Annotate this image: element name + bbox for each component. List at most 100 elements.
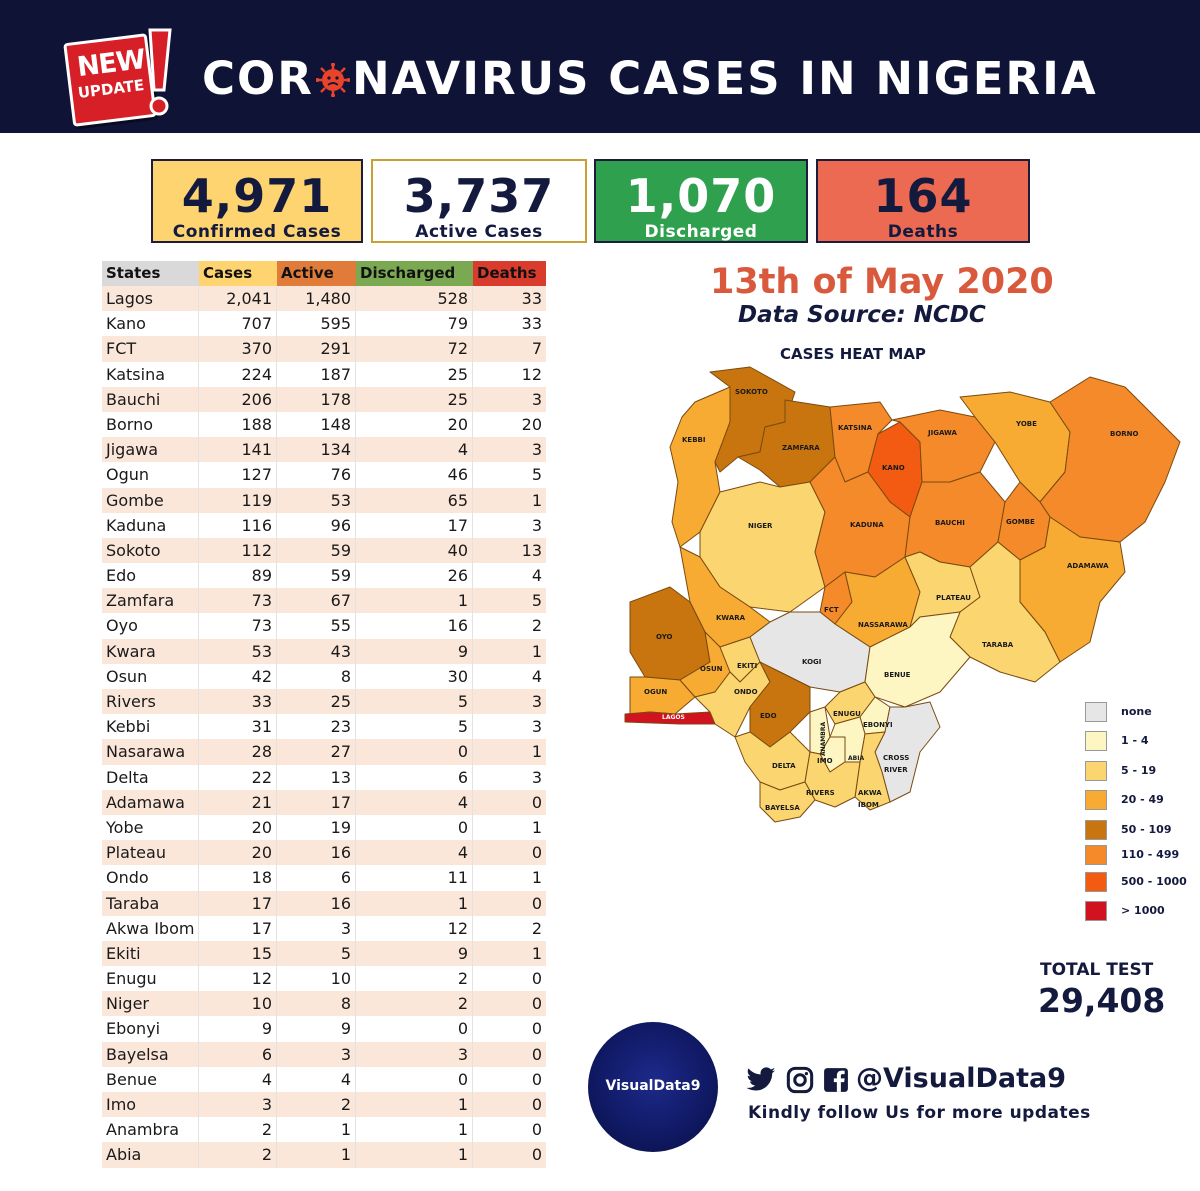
map-label-kogi: KOGI xyxy=(802,658,821,666)
cell-discharged: 72 xyxy=(356,336,473,362)
confirmed-label: Confirmed Cases xyxy=(172,222,342,242)
cell-state: Abia xyxy=(102,1142,199,1168)
cell-deaths: 33 xyxy=(521,314,542,334)
title-part-1: COR xyxy=(202,52,314,105)
legend-item-none: none xyxy=(1085,702,1200,724)
cell-deaths: 0 xyxy=(531,792,542,812)
cell-discharged: 17 xyxy=(356,512,473,538)
table-body: Lagos 2,041 1,480 528 33 Kano 707 595 79 33 FCT 370… xyxy=(102,286,546,1168)
legend-item-500-1000: 500 - 1000 xyxy=(1085,872,1200,894)
map-label-imo: IMO xyxy=(817,757,833,765)
map-label-katsina: KATSINA xyxy=(838,424,873,432)
cell-cases: 89 xyxy=(199,563,277,589)
table-row: Zamfara 73 67 1 5 xyxy=(102,588,546,614)
visualdata9-logo: VisualData9 xyxy=(588,1022,718,1152)
legend-swatch xyxy=(1085,845,1107,865)
cell-cases: 119 xyxy=(199,487,277,513)
cell-discharged: 79 xyxy=(356,311,473,337)
cell-discharged: 40 xyxy=(356,537,473,564)
cell-cases: 42 xyxy=(199,663,277,689)
cell-deaths: 13 xyxy=(521,540,542,560)
legend-item-over-1000: > 1000 xyxy=(1085,901,1200,923)
cell-state: Lagos xyxy=(102,286,199,312)
map-label-niger: NIGER xyxy=(748,522,773,530)
header-banner: NEW UPDATE COR NAVIRUS CASES IN NIGERIA xyxy=(0,0,1200,133)
cell-state: Kwara xyxy=(102,638,199,664)
exclamation-icon xyxy=(148,28,172,116)
cell-cases: 73 xyxy=(199,613,277,639)
follow-message: Kindly follow Us for more updates xyxy=(748,1103,1091,1123)
map-label-taraba: TARABA xyxy=(982,641,1014,649)
virus-icon xyxy=(315,63,350,97)
cell-discharged: 528 xyxy=(356,286,473,312)
cell-discharged: 30 xyxy=(356,663,473,689)
cell-state: FCT xyxy=(102,336,199,362)
cell-active: 1 xyxy=(277,1142,356,1168)
header-deaths: Deaths xyxy=(473,261,546,286)
map-label-lagos: LAGOS xyxy=(662,714,685,721)
map-label-oyo: OYO xyxy=(656,633,673,641)
table-row: Rivers 33 25 5 3 xyxy=(102,689,546,715)
table-row: Borno 188 148 20 20 xyxy=(102,411,546,438)
cell-cases: 53 xyxy=(199,638,277,664)
cell-active: 5 xyxy=(277,940,356,967)
cell-active: 3 xyxy=(277,1041,356,1067)
table-row: Adamawa 21 17 4 0 xyxy=(102,789,546,815)
map-label-enugu: ENUGU xyxy=(833,710,861,718)
legend-swatch xyxy=(1085,761,1107,781)
cell-deaths: 5 xyxy=(531,465,542,485)
cell-deaths: 1 xyxy=(531,490,542,510)
cell-active: 595 xyxy=(277,311,356,337)
map-state-akwa-ibom xyxy=(854,731,891,811)
table-row: FCT 370 291 72 7 xyxy=(102,336,546,362)
cell-cases: 17 xyxy=(199,890,277,916)
deaths-box: 164 Deaths xyxy=(816,159,1030,243)
cell-cases: 112 xyxy=(199,537,277,564)
cell-state: Kaduna xyxy=(102,512,199,538)
cell-deaths: 0 xyxy=(531,1095,542,1114)
cell-cases: 206 xyxy=(199,386,277,412)
confirmed-value: 4,971 xyxy=(181,169,333,223)
cell-discharged: 65 xyxy=(356,487,473,513)
cell-state: Ekiti xyxy=(102,940,199,967)
cell-state: Nasarawa xyxy=(102,739,199,765)
cell-deaths: 0 xyxy=(531,1044,542,1064)
table-row: Kwara 53 43 9 1 xyxy=(102,638,546,664)
legend-swatch xyxy=(1085,790,1107,810)
map-label-cross-river-1: CROSS xyxy=(883,754,909,762)
instagram-icon[interactable] xyxy=(786,1066,814,1098)
legend-label: 5 - 19 xyxy=(1121,764,1157,777)
cell-discharged: 5 xyxy=(356,689,473,715)
cell-state: Zamfara xyxy=(102,588,199,614)
cell-active: 6 xyxy=(277,865,356,891)
facebook-icon[interactable] xyxy=(823,1067,849,1097)
cell-discharged: 12 xyxy=(356,915,473,941)
legend-label: 20 - 49 xyxy=(1121,793,1164,806)
cell-deaths: 0 xyxy=(531,1120,542,1140)
cell-deaths: 4 xyxy=(531,666,542,686)
cell-discharged: 25 xyxy=(356,361,473,387)
map-label-kaduna: KADUNA xyxy=(850,521,884,529)
cell-discharged: 4 xyxy=(356,789,473,815)
cell-cases: 188 xyxy=(199,411,277,438)
cell-discharged: 20 xyxy=(356,411,473,438)
social-handle[interactable]: @VisualData9 xyxy=(856,1063,1066,1094)
map-label-kebbi: KEBBI xyxy=(682,436,705,444)
data-source: Data Source: NCDC xyxy=(738,302,986,328)
cell-active: 23 xyxy=(277,714,356,740)
cell-active: 59 xyxy=(277,563,356,589)
table-header: States Cases Active Discharged Deaths xyxy=(102,261,546,286)
cell-active: 53 xyxy=(277,487,356,513)
map-label-rivers: RIVERS xyxy=(806,789,835,797)
cell-cases: 4 xyxy=(199,1066,277,1092)
twitter-icon[interactable] xyxy=(745,1067,777,1097)
cell-cases: 116 xyxy=(199,512,277,538)
cell-active: 59 xyxy=(277,537,356,564)
legend-label: 1 - 4 xyxy=(1121,734,1149,747)
table-row: Yobe 20 19 0 1 xyxy=(102,814,546,841)
logo-text: VisualData9 xyxy=(605,1078,701,1094)
legend-label: 50 - 109 xyxy=(1121,823,1172,836)
cell-deaths: 0 xyxy=(531,994,542,1014)
cell-deaths: 3 xyxy=(531,440,542,460)
cell-state: Benue xyxy=(102,1066,199,1092)
